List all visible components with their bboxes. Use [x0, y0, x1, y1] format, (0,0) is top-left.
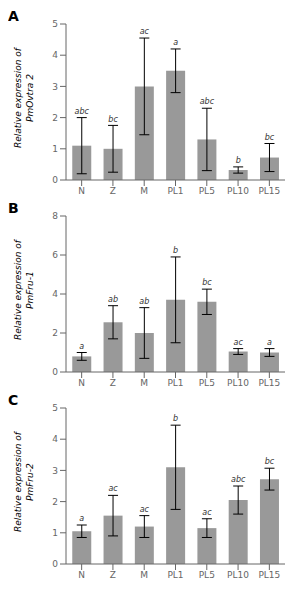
html-text:PmFru-2: PmFru-2 — [25, 463, 35, 501]
svg-text:PL1: PL1 — [167, 570, 183, 580]
svg-text:PL15: PL15 — [258, 570, 280, 580]
svg-text:Z: Z — [110, 186, 116, 196]
html-text:C: C — [8, 392, 19, 408]
svg-text:4: 4 — [52, 434, 58, 444]
svg-text:PL5: PL5 — [199, 570, 215, 580]
svg-text:8: 8 — [52, 211, 58, 221]
svg-text:2: 2 — [52, 328, 58, 338]
svg-text:ab: ab — [108, 295, 118, 304]
svg-text:PL15: PL15 — [258, 378, 280, 388]
svg-text:PL10: PL10 — [227, 570, 249, 580]
svg-text:0: 0 — [52, 367, 58, 377]
svg-text:ab: ab — [139, 297, 149, 306]
svg-text:PL5: PL5 — [199, 186, 215, 196]
svg-text:abc: abc — [200, 97, 215, 106]
svg-text:N: N — [78, 570, 85, 580]
html-text:Relative expression of: Relative expression of — [12, 240, 23, 340]
svg-text:bc: bc — [265, 133, 275, 142]
svg-text:0: 0 — [52, 559, 58, 569]
svg-text:M: M — [140, 570, 148, 580]
svg-text:PL5: PL5 — [199, 378, 215, 388]
svg-text:2: 2 — [52, 113, 58, 123]
svg-text:a: a — [173, 38, 178, 47]
svg-text:N: N — [78, 378, 85, 388]
html-text:A: A — [8, 8, 19, 24]
svg-text:ac: ac — [140, 27, 150, 36]
svg-text:ac: ac — [140, 505, 150, 514]
svg-text:Z: Z — [110, 570, 116, 580]
svg-text:a: a — [79, 342, 84, 351]
svg-text:ac: ac — [234, 338, 244, 347]
svg-text:4: 4 — [52, 50, 58, 60]
svg-text:bc: bc — [202, 278, 212, 287]
html-text:Relative expression of: Relative expression of — [12, 48, 23, 148]
html-text:PmFru-1: PmFru-1 — [25, 271, 35, 309]
svg-text:ac: ac — [202, 508, 212, 517]
svg-text:6: 6 — [52, 250, 58, 260]
svg-text:PL10: PL10 — [227, 186, 249, 196]
svg-text:M: M — [140, 186, 148, 196]
svg-text:PL15: PL15 — [258, 186, 280, 196]
svg-text:1: 1 — [52, 144, 58, 154]
svg-text:bc: bc — [108, 115, 118, 124]
html-text:B: B — [8, 200, 19, 216]
html-text:PmOvtra 2: PmOvtra 2 — [25, 74, 35, 122]
svg-text:abc: abc — [231, 475, 246, 484]
svg-text:a: a — [267, 338, 272, 347]
svg-text:PL1: PL1 — [167, 186, 183, 196]
svg-text:b: b — [173, 414, 178, 423]
svg-text:M: M — [140, 378, 148, 388]
svg-text:bc: bc — [265, 457, 275, 466]
svg-text:PL10: PL10 — [227, 378, 249, 388]
svg-text:5: 5 — [52, 403, 58, 413]
svg-text:3: 3 — [52, 82, 58, 92]
svg-text:3: 3 — [52, 466, 58, 476]
svg-text:0: 0 — [52, 175, 58, 185]
svg-text:b: b — [236, 156, 241, 165]
svg-text:5: 5 — [52, 19, 58, 29]
svg-text:Z: Z — [110, 378, 116, 388]
svg-text:PL1: PL1 — [167, 378, 183, 388]
svg-text:b: b — [173, 246, 178, 255]
svg-text:4: 4 — [52, 289, 58, 299]
svg-text:2: 2 — [52, 497, 58, 507]
html-text:Relative expression of: Relative expression of — [12, 432, 23, 532]
svg-text:1: 1 — [52, 528, 58, 538]
svg-text:a: a — [79, 514, 84, 523]
svg-text:ac: ac — [108, 484, 118, 493]
svg-text:N: N — [78, 186, 85, 196]
svg-text:abc: abc — [75, 107, 90, 116]
